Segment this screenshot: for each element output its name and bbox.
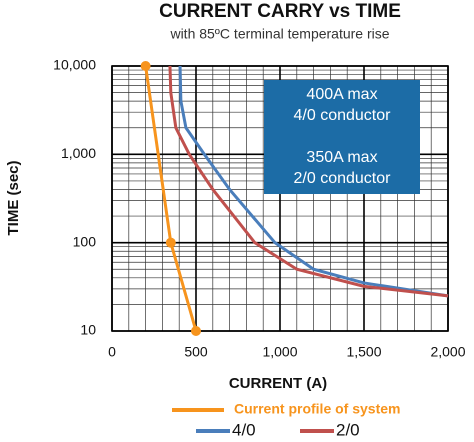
- series-line: [144, 65, 198, 332]
- x-tick-label: 2,000: [430, 344, 465, 360]
- y-tick-label: 10: [80, 322, 96, 338]
- point: [140, 61, 151, 71]
- annotation: 4/0 conductor: [294, 107, 392, 124]
- point: [165, 237, 176, 248]
- annotation: 350A max: [306, 149, 377, 166]
- annotation-box: [264, 80, 420, 194]
- legend-label: 4/0: [232, 420, 256, 439]
- plot-border: [111, 65, 449, 332]
- chart-subtitle: with 85ºC terminal temperature rise: [169, 26, 389, 42]
- y-tick-label: 100: [73, 233, 97, 249]
- y-tick-label: 1,000: [61, 145, 96, 161]
- series-line: [178, 65, 449, 298]
- y-tick-label: 10,000: [53, 57, 96, 73]
- plot: [140, 61, 449, 336]
- x-tick-label: 0: [108, 344, 116, 360]
- chart-title: CURRENT CARRY vs TIME: [159, 1, 401, 22]
- x-axis-label: CURRENT (A): [229, 375, 327, 392]
- annotation: 2/0 conductor: [294, 170, 392, 187]
- annotation: 400A max: [306, 86, 377, 103]
- series-line: [168, 65, 449, 298]
- x-tick-label: 1,000: [262, 344, 297, 360]
- x-tick-label: 1,500: [346, 344, 381, 360]
- legend-label: Current profile of system: [234, 401, 400, 417]
- legend-label: 2/0: [336, 420, 360, 439]
- y-axis-label: TIME (sec): [5, 160, 22, 235]
- point: [191, 326, 201, 336]
- x-tick-label: 500: [184, 344, 208, 360]
